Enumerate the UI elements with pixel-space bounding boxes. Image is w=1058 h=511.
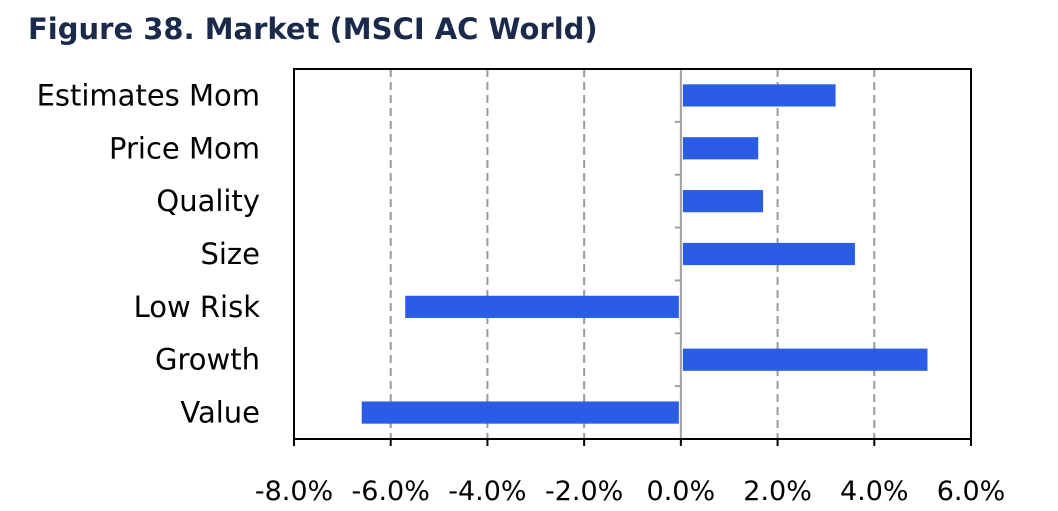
bar-price-mom bbox=[682, 137, 759, 160]
category-label: Value bbox=[180, 396, 260, 430]
category-label: Low Risk bbox=[134, 290, 261, 324]
chart-title: Figure 38. Market (MSCI AC World) bbox=[28, 12, 598, 46]
category-label: Growth bbox=[155, 343, 260, 377]
category-label: Estimates Mom bbox=[37, 78, 260, 112]
category-label: Size bbox=[200, 237, 260, 271]
x-tick-label: -4.0% bbox=[448, 476, 526, 507]
x-tick-label: 0.0% bbox=[647, 476, 716, 507]
category-label: Quality bbox=[156, 184, 260, 218]
plot-border bbox=[293, 68, 972, 440]
labels: Estimates Mom Price Mom Quality Size Low Ris… bbox=[37, 78, 1006, 507]
axes bbox=[293, 68, 972, 446]
category-label: Price Mom bbox=[109, 131, 260, 165]
x-tick-label: 2.0% bbox=[743, 476, 812, 507]
x-tick-label: 4.0% bbox=[840, 476, 909, 507]
x-tick-label: 6.0% bbox=[937, 476, 1006, 507]
bar-size bbox=[682, 242, 855, 266]
bar-quality bbox=[682, 190, 764, 213]
x-tick-label: -2.0% bbox=[545, 476, 623, 507]
bars bbox=[361, 84, 928, 424]
x-tick-label: -8.0% bbox=[255, 476, 333, 507]
bar-growth bbox=[682, 348, 928, 371]
bar-low-risk bbox=[405, 295, 679, 318]
bar-estimates-mom bbox=[682, 84, 836, 107]
bar-value bbox=[361, 401, 679, 424]
x-tick-label: -6.0% bbox=[352, 476, 430, 507]
